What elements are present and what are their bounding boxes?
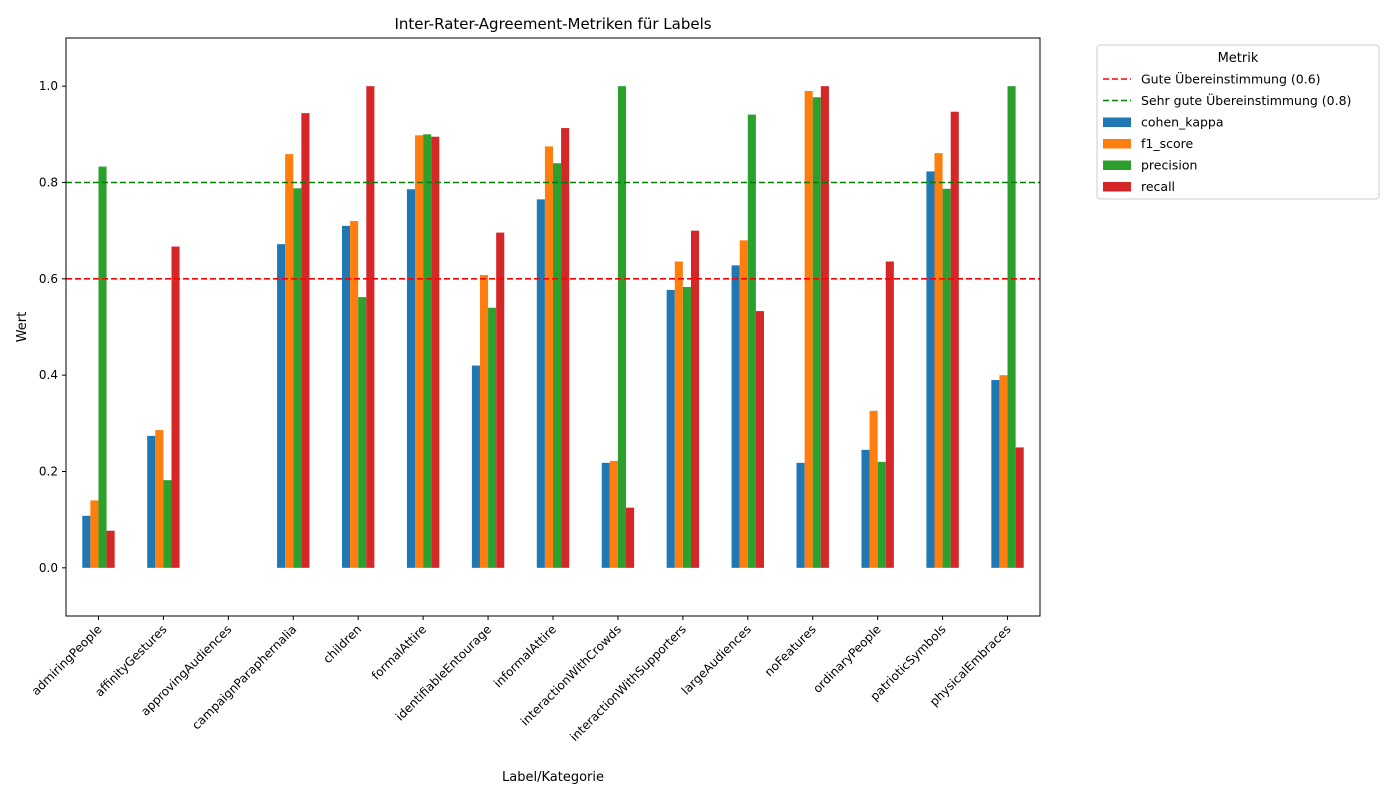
bar-f1_score-interactionWithSupporters (674, 261, 683, 568)
bar-cohen_kappa-interactionWithSupporters (666, 289, 675, 568)
bar-cohen_kappa-admiringPeople (82, 515, 91, 568)
legend-label-reference-2: Sehr gute Übereinstimmung (0.8) (1141, 92, 1351, 108)
chart-title: Inter-Rater-Agreement-Metriken für Label… (394, 15, 711, 33)
bar-recall-campaignParaphernalia (301, 113, 310, 568)
x-tick-label-formalAttire: formalAttire (369, 622, 429, 682)
bar-precision-identifiableEntourage (488, 307, 497, 568)
x-tick-label-noFeatures: noFeatures (762, 622, 819, 679)
bar-cohen_kappa-noFeatures (796, 462, 805, 568)
bar-recall-physicalEmbraces (1015, 447, 1024, 568)
bar-precision-children (358, 297, 367, 568)
legend-label-f1_score: f1_score (1141, 136, 1194, 151)
legend-swatch-precision (1103, 160, 1131, 170)
y-tick-label: 1.0 (39, 79, 58, 93)
bar-precision-informalAttire (553, 163, 562, 568)
bar-f1_score-physicalEmbraces (999, 375, 1008, 568)
bar-cohen_kappa-patrioticSymbols (926, 171, 935, 568)
legend-box (1096, 44, 1380, 200)
legend: Metrik Gute Übereinstimmung (0.6) Sehr gu… (1096, 44, 1380, 200)
legend-items: Gute Übereinstimmung (0.6) Sehr gute Über… (1103, 71, 1351, 194)
legend-label-recall: recall (1141, 179, 1175, 194)
bar-recall-identifiableEntourage (496, 232, 505, 568)
bar-cohen_kappa-affinityGestures (147, 435, 156, 568)
bar-cohen_kappa-identifiableEntourage (471, 365, 480, 568)
bar-recall-admiringPeople (106, 530, 115, 568)
bar-f1_score-patrioticSymbols (934, 153, 943, 568)
x-axis-label: Label/Kategorie (502, 770, 604, 785)
bar-f1_score-formalAttire (415, 135, 424, 568)
y-axis-label: Wert (15, 312, 30, 343)
bar-recall-patrioticSymbols (950, 111, 959, 568)
y-tick-label: 0.4 (39, 368, 58, 382)
bar-cohen_kappa-largeAudiences (731, 265, 740, 568)
bar-cohen_kappa-ordinaryPeople (861, 449, 870, 568)
x-tick-label-children: children (320, 622, 364, 666)
bar-f1_score-largeAudiences (739, 240, 748, 568)
plot-layer (66, 86, 1040, 568)
bar-cohen_kappa-campaignParaphernalia (277, 244, 286, 568)
bar-precision-largeAudiences (747, 114, 756, 568)
bar-f1_score-informalAttire (544, 146, 553, 568)
bar-recall-interactionWithCrowds (626, 507, 635, 568)
legend-label-reference-1: Gute Übereinstimmung (0.6) (1141, 71, 1321, 87)
legend-swatch-cohen_kappa (1103, 117, 1131, 127)
bar-precision-formalAttire (423, 134, 432, 568)
bar-recall-largeAudiences (755, 311, 764, 568)
bar-f1_score-noFeatures (804, 90, 813, 568)
x-tick-label-largeAudiences: largeAudiences (679, 622, 754, 697)
bar-precision-affinityGestures (163, 480, 172, 568)
x-tick-label-admiringPeople: admiringPeople (29, 622, 105, 698)
bar-precision-noFeatures (812, 97, 821, 568)
bar-recall-informalAttire (561, 128, 570, 568)
legend-title: Metrik (1218, 51, 1259, 66)
bar-f1_score-ordinaryPeople (869, 410, 878, 568)
bar-precision-ordinaryPeople (877, 461, 886, 568)
bar-f1_score-identifiableEntourage (479, 274, 489, 568)
bar-cohen_kappa-physicalEmbraces (991, 379, 1000, 568)
bar-f1_score-interactionWithCrowds (609, 460, 618, 568)
y-tick-label: 0.2 (39, 465, 58, 479)
bar-precision-physicalEmbraces (1007, 86, 1016, 568)
legend-swatch-recall (1103, 182, 1131, 192)
bar-precision-admiringPeople (98, 166, 107, 568)
bar-cohen_kappa-informalAttire (536, 199, 545, 568)
bar-cohen_kappa-interactionWithCrowds (601, 462, 610, 568)
y-tick-label: 0.6 (39, 272, 58, 286)
x-tick-label-campaignParaphernalia: campaignParaphernalia (189, 622, 299, 732)
bar-recall-noFeatures (820, 86, 829, 568)
legend-label-precision: precision (1141, 158, 1197, 173)
legend-label-cohen_kappa: cohen_kappa (1141, 115, 1224, 130)
legend-swatch-f1_score (1103, 139, 1131, 149)
bar-recall-interactionWithSupporters (690, 230, 700, 568)
bar-precision-campaignParaphernalia (293, 188, 302, 568)
bar-f1_score-campaignParaphernalia (285, 154, 294, 568)
bar-f1_score-affinityGestures (155, 430, 164, 568)
bar-recall-children (366, 86, 375, 568)
bar-precision-interactionWithSupporters (682, 287, 691, 568)
bar-cohen_kappa-children (342, 225, 351, 568)
bar-f1_score-admiringPeople (90, 500, 99, 568)
x-tick-label-interactionWithSupporters: interactionWithSupporters (567, 622, 689, 744)
bar-recall-affinityGestures (171, 246, 180, 568)
bar-recall-formalAttire (431, 136, 440, 568)
bar-precision-interactionWithCrowds (617, 86, 627, 568)
bar-precision-patrioticSymbols (942, 188, 951, 568)
y-tick-label: 0.0 (39, 561, 58, 575)
bar-cohen_kappa-formalAttire (406, 189, 416, 568)
bar-recall-ordinaryPeople (885, 261, 894, 568)
x-tick-label-ordinaryPeople: ordinaryPeople (810, 622, 883, 695)
y-tick-label: 0.8 (39, 176, 58, 190)
bar-f1_score-children (350, 221, 359, 568)
x-tick-label-informalAttire: informalAttire (491, 622, 559, 690)
